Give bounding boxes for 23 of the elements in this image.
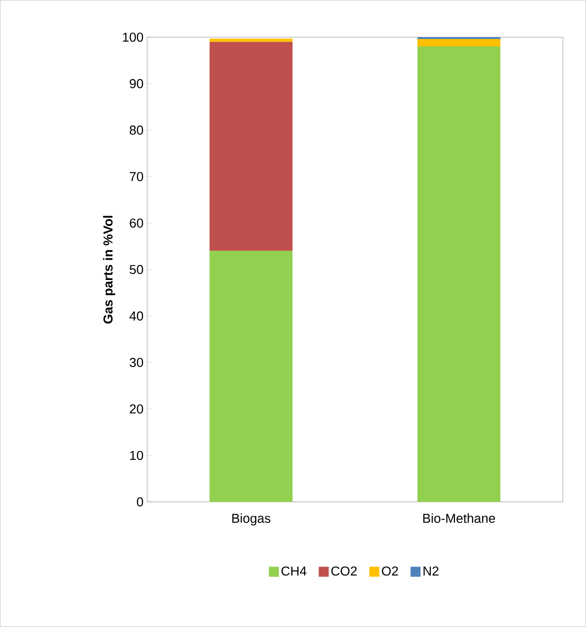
y-tick-label: 90 — [130, 79, 144, 88]
y-tick-label: 70 — [130, 172, 144, 182]
bar — [417, 39, 500, 46]
x-tick-label: Biogas — [232, 513, 270, 526]
bar — [210, 250, 293, 502]
y-tick-label: 80 — [130, 126, 144, 135]
bar — [210, 42, 293, 251]
legend-label: N2 — [424, 566, 438, 576]
y-tick-label: 10 — [130, 450, 144, 460]
y-tick-label: 0 — [136, 497, 144, 506]
x-tick-label: Bio-Methane — [423, 513, 496, 523]
y-tick-label: 50 — [130, 264, 144, 274]
y-tick-label: 40 — [129, 311, 144, 321]
y-tick-label: 60 — [130, 218, 144, 228]
legend-label: CH4 — [282, 566, 306, 576]
legend-label: O2 — [382, 566, 398, 576]
y-tick-label: 100 — [122, 32, 144, 42]
bar — [417, 46, 500, 502]
bar — [210, 38, 293, 42]
y-tick-label: 20 — [130, 404, 144, 414]
y-axis-title: Gas parts in %Vol — [103, 216, 116, 324]
legend-label: CO2 — [331, 566, 357, 576]
y-tick-label: 30 — [130, 358, 144, 368]
